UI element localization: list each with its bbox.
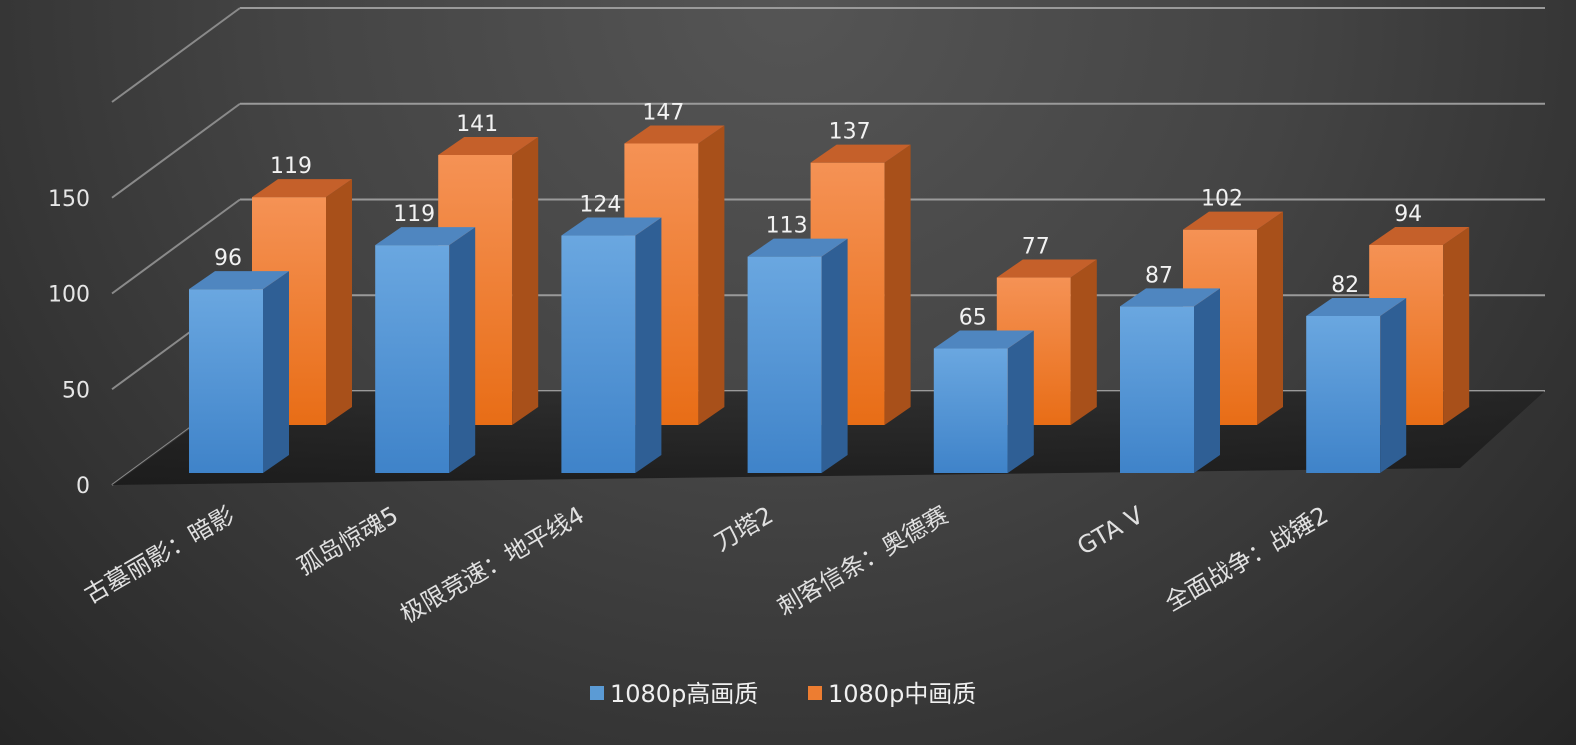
bar-top [375, 227, 476, 246]
data-label: 87 [1145, 263, 1173, 288]
bar-top [252, 179, 352, 198]
y-tick-label: 100 [48, 283, 90, 308]
wall-gridline [111, 7, 241, 103]
bar-series-1: 113 [747, 214, 848, 473]
data-label: 82 [1331, 273, 1359, 298]
bar-top [747, 238, 848, 257]
legend-swatch-series-2 [808, 686, 822, 700]
bar-top [189, 271, 289, 290]
bar-front [1306, 315, 1381, 473]
y-tick-label: 150 [48, 187, 90, 212]
bar-series-1: 82 [1306, 273, 1407, 473]
bar-side [1443, 226, 1470, 425]
bar-series-1: 124 [561, 193, 662, 473]
bar-side [698, 125, 725, 426]
bar-side [512, 136, 539, 426]
legend-swatch-series-1 [590, 686, 604, 700]
bar-side [1007, 330, 1034, 473]
data-label: 94 [1394, 202, 1422, 227]
bar-top [810, 144, 911, 163]
bar-top [1306, 297, 1407, 316]
data-label: 124 [579, 193, 621, 218]
bar-side [1194, 288, 1220, 473]
x-category-label: 刀塔2 [709, 501, 778, 557]
bar-top [624, 125, 725, 144]
legend-label-series-2: 1080p中画质 [828, 680, 976, 708]
data-label: 119 [393, 202, 435, 227]
bar-series-1: 119 [375, 202, 476, 473]
data-label: 119 [270, 154, 312, 179]
bar-side [821, 238, 848, 473]
legend: 1080p高画质 1080p中画质 [590, 680, 976, 708]
bar-side [1070, 259, 1097, 425]
wall-gridline [111, 102, 241, 199]
bar-side [263, 271, 289, 473]
bar-top [1369, 226, 1470, 245]
data-label: 113 [766, 214, 808, 239]
data-label: 141 [456, 112, 498, 137]
bar-top [996, 259, 1097, 278]
wall-gridline [111, 198, 241, 295]
bar-front [747, 256, 822, 473]
data-label: 102 [1201, 187, 1243, 212]
x-category-label: 古墓丽影：暗影 [80, 501, 239, 609]
y-tick-label: 50 [62, 378, 90, 403]
y-tick-label: 0 [76, 474, 90, 499]
y-axis: 0 50 100 150 [48, 187, 90, 499]
bar-side [635, 217, 662, 473]
data-label: 147 [642, 100, 684, 125]
x-category-label: 孤岛惊魂5 [293, 501, 403, 581]
bar-front [189, 289, 263, 473]
bar-side [1257, 211, 1283, 425]
bar-series-1: 87 [1120, 263, 1220, 473]
bar-series-1: 65 [933, 306, 1034, 473]
bar-front [933, 348, 1008, 473]
x-category-label: 极限竞速：地平线4 [395, 501, 589, 629]
bar-front [1120, 306, 1194, 473]
bar-front [561, 235, 636, 473]
bar-side [326, 179, 352, 425]
data-label: 96 [214, 246, 242, 271]
data-label: 65 [959, 306, 987, 331]
x-category-label: GTA V [1072, 501, 1148, 561]
bar-side [1380, 297, 1407, 473]
data-label: 77 [1022, 235, 1050, 260]
bar-top [561, 217, 662, 236]
bar-top [438, 136, 539, 155]
bar-top [933, 330, 1034, 349]
bar-side [884, 144, 911, 425]
bar-top [1183, 211, 1283, 230]
legend-label-series-1: 1080p高画质 [610, 680, 758, 708]
bar-side [449, 227, 476, 473]
data-label: 137 [829, 120, 871, 145]
x-category-label: 全面战争：战锤2 [1160, 501, 1333, 617]
bar-top [1120, 288, 1220, 307]
bars: 119 141 147 137 77 102 94 96 119 124 113 65 87 82 [189, 100, 1470, 473]
bar-series-1: 96 [189, 246, 289, 473]
bar-front [375, 245, 450, 473]
x-category-label: 刺客信条：奥德赛 [773, 501, 953, 621]
